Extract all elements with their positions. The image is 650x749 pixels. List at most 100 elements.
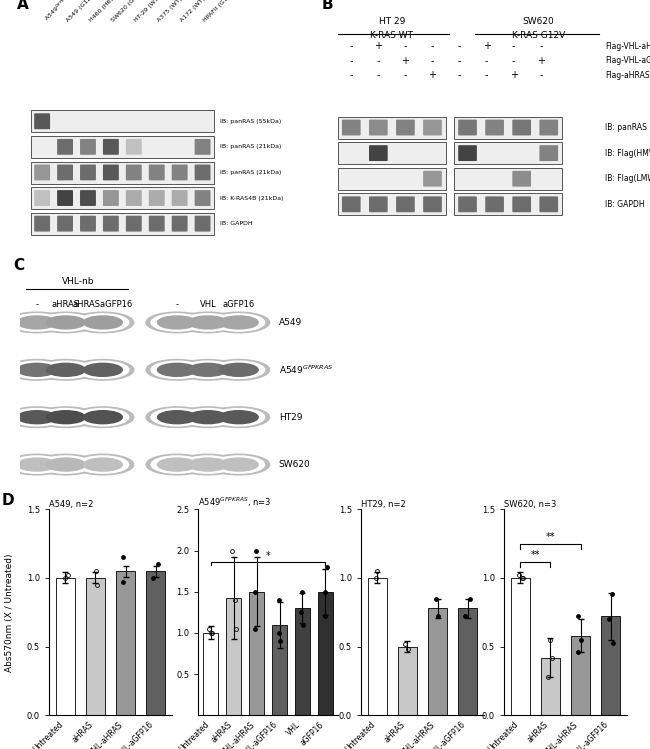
FancyBboxPatch shape (80, 165, 96, 181)
FancyBboxPatch shape (103, 190, 119, 206)
Circle shape (157, 316, 196, 329)
Text: -: - (376, 56, 380, 66)
Text: -: - (376, 70, 380, 80)
Text: IB: Flag(HMW): IB: Flag(HMW) (605, 149, 650, 158)
FancyBboxPatch shape (423, 171, 442, 187)
Text: IB: panRAS (21kDa): IB: panRAS (21kDa) (220, 170, 281, 175)
FancyBboxPatch shape (540, 196, 558, 212)
Circle shape (40, 456, 92, 473)
Text: Flag-aHRAS: Flag-aHRAS (605, 71, 650, 80)
Circle shape (188, 363, 228, 376)
Text: +: + (510, 70, 517, 80)
FancyBboxPatch shape (369, 145, 387, 161)
Circle shape (219, 316, 258, 329)
Text: -: - (431, 56, 434, 66)
Circle shape (219, 410, 258, 424)
Text: -: - (404, 70, 407, 80)
Circle shape (35, 407, 97, 428)
Text: aGFP16: aGFP16 (222, 300, 255, 309)
Bar (318, 592, 333, 715)
Circle shape (188, 410, 228, 424)
Circle shape (6, 312, 68, 333)
FancyBboxPatch shape (458, 120, 477, 136)
Text: SW620: SW620 (279, 460, 311, 469)
FancyBboxPatch shape (126, 165, 142, 181)
Text: aHRASaGFP16: aHRASaGFP16 (73, 300, 133, 309)
Circle shape (46, 363, 85, 376)
Text: H460 (H61Q): H460 (H61Q) (88, 0, 120, 22)
Circle shape (213, 456, 265, 473)
FancyBboxPatch shape (512, 120, 531, 136)
Text: VHL-nb: VHL-nb (62, 277, 94, 286)
Circle shape (11, 361, 62, 378)
FancyBboxPatch shape (369, 120, 387, 136)
Text: -: - (458, 41, 461, 52)
Circle shape (83, 410, 122, 424)
Circle shape (46, 410, 85, 424)
Text: -: - (350, 70, 353, 80)
Text: A: A (17, 0, 29, 13)
FancyBboxPatch shape (57, 216, 73, 231)
Bar (249, 592, 264, 715)
Text: Abs570nm (X / Untreated): Abs570nm (X / Untreated) (5, 553, 14, 672)
FancyBboxPatch shape (342, 120, 361, 136)
Circle shape (6, 407, 68, 428)
Circle shape (146, 407, 208, 428)
Text: +: + (537, 56, 545, 66)
FancyBboxPatch shape (126, 190, 142, 206)
Text: -: - (176, 300, 179, 309)
Text: A549 (G12S): A549 (G12S) (65, 0, 96, 22)
FancyBboxPatch shape (31, 162, 214, 184)
Text: A549$^{GFPKRAS}$: A549$^{GFPKRAS}$ (42, 0, 76, 22)
FancyBboxPatch shape (338, 117, 446, 139)
Circle shape (177, 407, 239, 428)
Text: IB: Flag(LMW): IB: Flag(LMW) (605, 175, 650, 184)
Circle shape (208, 360, 270, 380)
Circle shape (40, 361, 92, 378)
Circle shape (11, 456, 62, 473)
FancyBboxPatch shape (31, 187, 214, 209)
FancyBboxPatch shape (486, 196, 504, 212)
Text: -: - (35, 300, 38, 309)
Text: aHRAS: aHRAS (52, 300, 80, 309)
Circle shape (83, 363, 122, 376)
Text: -: - (458, 70, 461, 80)
Text: SW620: SW620 (523, 17, 554, 26)
FancyBboxPatch shape (512, 196, 531, 212)
Circle shape (18, 316, 57, 329)
Text: VHL: VHL (200, 300, 216, 309)
Text: +: + (374, 41, 382, 52)
Circle shape (46, 316, 85, 329)
Circle shape (11, 408, 62, 426)
Text: IB: K-RAS4B (21kDa): IB: K-RAS4B (21kDa) (220, 195, 283, 201)
FancyBboxPatch shape (458, 196, 477, 212)
FancyBboxPatch shape (369, 196, 387, 212)
FancyBboxPatch shape (149, 190, 164, 206)
Text: -: - (512, 41, 515, 52)
FancyBboxPatch shape (540, 120, 558, 136)
Circle shape (182, 456, 234, 473)
Bar (601, 616, 621, 715)
Circle shape (188, 458, 228, 471)
Text: -: - (431, 41, 434, 52)
Text: HT 29: HT 29 (379, 17, 405, 26)
FancyBboxPatch shape (172, 190, 188, 206)
Text: IB: panRAS (21kDa): IB: panRAS (21kDa) (220, 145, 281, 150)
Bar (428, 608, 447, 715)
Text: -: - (512, 56, 515, 66)
Text: A375 (WT): A375 (WT) (157, 0, 183, 22)
Text: IB: GAPDH: IB: GAPDH (220, 221, 252, 226)
Circle shape (182, 408, 234, 426)
Text: Flag-VHL-aGFP16: Flag-VHL-aGFP16 (605, 56, 650, 65)
FancyBboxPatch shape (172, 216, 188, 231)
Text: -: - (458, 56, 461, 66)
FancyBboxPatch shape (31, 110, 214, 133)
Bar (55, 578, 75, 715)
Text: A549$^{GFPKRAS}$, n=3: A549$^{GFPKRAS}$, n=3 (198, 496, 272, 509)
Bar (541, 658, 560, 715)
Circle shape (219, 363, 258, 376)
Bar (116, 571, 135, 715)
Text: SW620, n=3: SW620, n=3 (504, 500, 556, 509)
Circle shape (213, 314, 265, 331)
Bar (398, 646, 417, 715)
